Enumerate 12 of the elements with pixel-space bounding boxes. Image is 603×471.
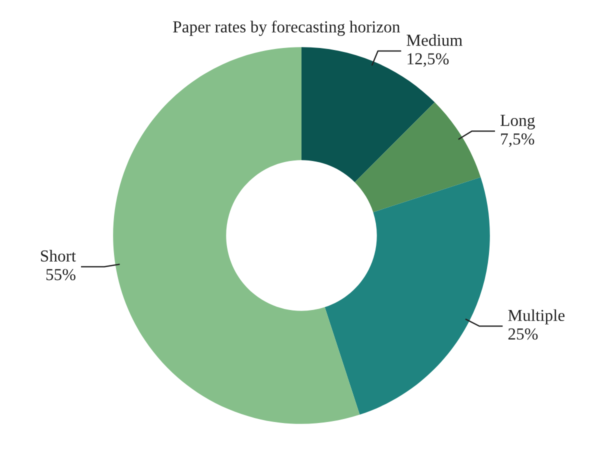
slice-label: Long: [500, 114, 535, 130]
data-label: 55%: [46, 268, 76, 280]
donut-slice: [354, 102, 481, 212]
donut-slice: [113, 47, 360, 424]
slice-label: Medium: [406, 34, 462, 46]
slice-label: Multiple: [508, 309, 565, 324]
slice-label: Short: [40, 250, 76, 262]
data-label: 7,5%: [501, 133, 534, 148]
donut-slice: [324, 177, 490, 415]
chart-title: Paper rates by forecasting horizon: [173, 20, 400, 36]
data-label: 12,5%: [408, 53, 449, 67]
data-label: 25%: [508, 328, 538, 340]
